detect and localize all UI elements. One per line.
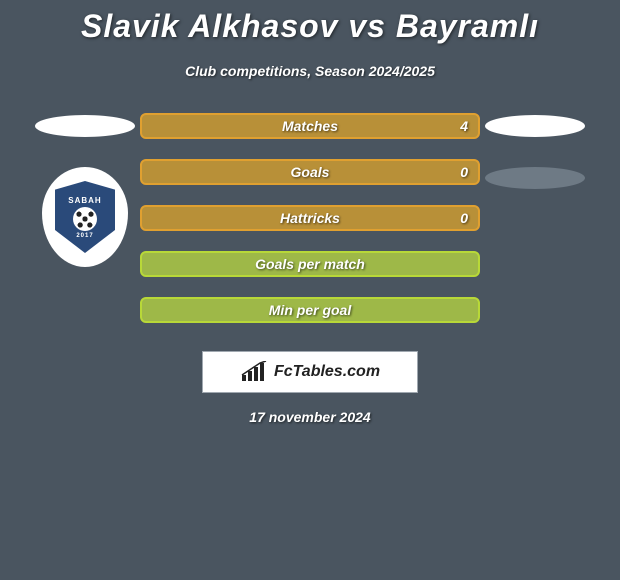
football-icon bbox=[73, 207, 97, 231]
footer-date: 17 november 2024 bbox=[0, 409, 620, 425]
stat-value: 0 bbox=[460, 210, 468, 226]
stat-bar-min-per-goal: Min per goal bbox=[140, 297, 480, 323]
stat-bar-matches: Matches 4 bbox=[140, 113, 480, 139]
stat-label: Goals per match bbox=[255, 256, 365, 272]
page-title: Slavik Alkhasov vs Bayramlı bbox=[0, 0, 620, 45]
content-row: SABAH 2017 Matches 4 Goals 0 Hattricks 0… bbox=[0, 113, 620, 323]
team-b-oval-2 bbox=[485, 167, 585, 189]
badge-year: 2017 bbox=[76, 233, 93, 239]
stat-bar-goals-per-match: Goals per match bbox=[140, 251, 480, 277]
footer-brand-box: FcTables.com bbox=[202, 351, 418, 393]
left-column: SABAH 2017 bbox=[30, 113, 140, 267]
stat-value: 4 bbox=[460, 118, 468, 134]
stat-value: 0 bbox=[460, 164, 468, 180]
stat-bar-goals: Goals 0 bbox=[140, 159, 480, 185]
right-column bbox=[480, 113, 590, 189]
team-a-badge: SABAH 2017 bbox=[42, 167, 128, 267]
stat-label: Hattricks bbox=[280, 210, 340, 226]
badge-circle: SABAH 2017 bbox=[42, 167, 128, 267]
bar-chart-icon bbox=[240, 361, 268, 383]
subtitle: Club competitions, Season 2024/2025 bbox=[0, 63, 620, 79]
stat-label: Min per goal bbox=[269, 302, 351, 318]
stat-bar-hattricks: Hattricks 0 bbox=[140, 205, 480, 231]
badge-text: SABAH bbox=[68, 196, 101, 205]
team-a-oval bbox=[35, 115, 135, 137]
badge-shield: SABAH 2017 bbox=[55, 181, 115, 253]
team-b-oval-1 bbox=[485, 115, 585, 137]
stat-label: Matches bbox=[282, 118, 338, 134]
stats-bars: Matches 4 Goals 0 Hattricks 0 Goals per … bbox=[140, 113, 480, 323]
footer-brand-text: FcTables.com bbox=[274, 363, 380, 381]
stat-label: Goals bbox=[291, 164, 330, 180]
